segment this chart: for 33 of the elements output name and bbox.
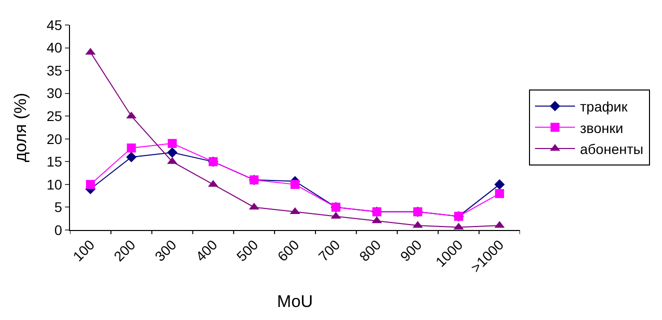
- x-tick-label: 900: [396, 236, 425, 264]
- y-axis-title: доля (%): [11, 92, 30, 162]
- point: [167, 147, 178, 158]
- x-tick-label: 300: [152, 236, 180, 264]
- point: [126, 144, 136, 152]
- x-tick-label: 700: [315, 236, 344, 264]
- y-tick-label: 20: [46, 130, 62, 147]
- x-axis-title: MoU: [277, 292, 313, 312]
- y-tick-label: 35: [46, 62, 62, 78]
- point: [412, 220, 423, 228]
- point: [495, 189, 504, 198]
- x-tick-label: 500: [233, 236, 262, 264]
- y-tick-label: 45: [46, 16, 62, 33]
- legend-label: трафик: [580, 98, 628, 115]
- y-tick-label: 25: [46, 108, 62, 124]
- x-tick-label: 800: [356, 236, 384, 264]
- point: [494, 179, 505, 190]
- y-tick-label: 40: [46, 40, 62, 56]
- legend-label: абоненты: [580, 140, 644, 157]
- y-tick-label: 5: [54, 199, 62, 216]
- x-tick-label: 200: [110, 236, 139, 264]
- point: [126, 152, 137, 162]
- y-tick-label: 0: [54, 222, 62, 238]
- x-tick-label: 100: [70, 236, 98, 264]
- point: [168, 138, 177, 148]
- x-tick-label: 600: [274, 236, 302, 264]
- point: [86, 180, 95, 189]
- legend-label: звонки: [580, 120, 624, 136]
- x-tick-label: 400: [192, 236, 220, 264]
- y-tick-label: 10: [46, 176, 62, 192]
- y-tick-label: 30: [46, 85, 62, 102]
- point: [290, 180, 300, 189]
- y-tick-label: 15: [46, 154, 62, 170]
